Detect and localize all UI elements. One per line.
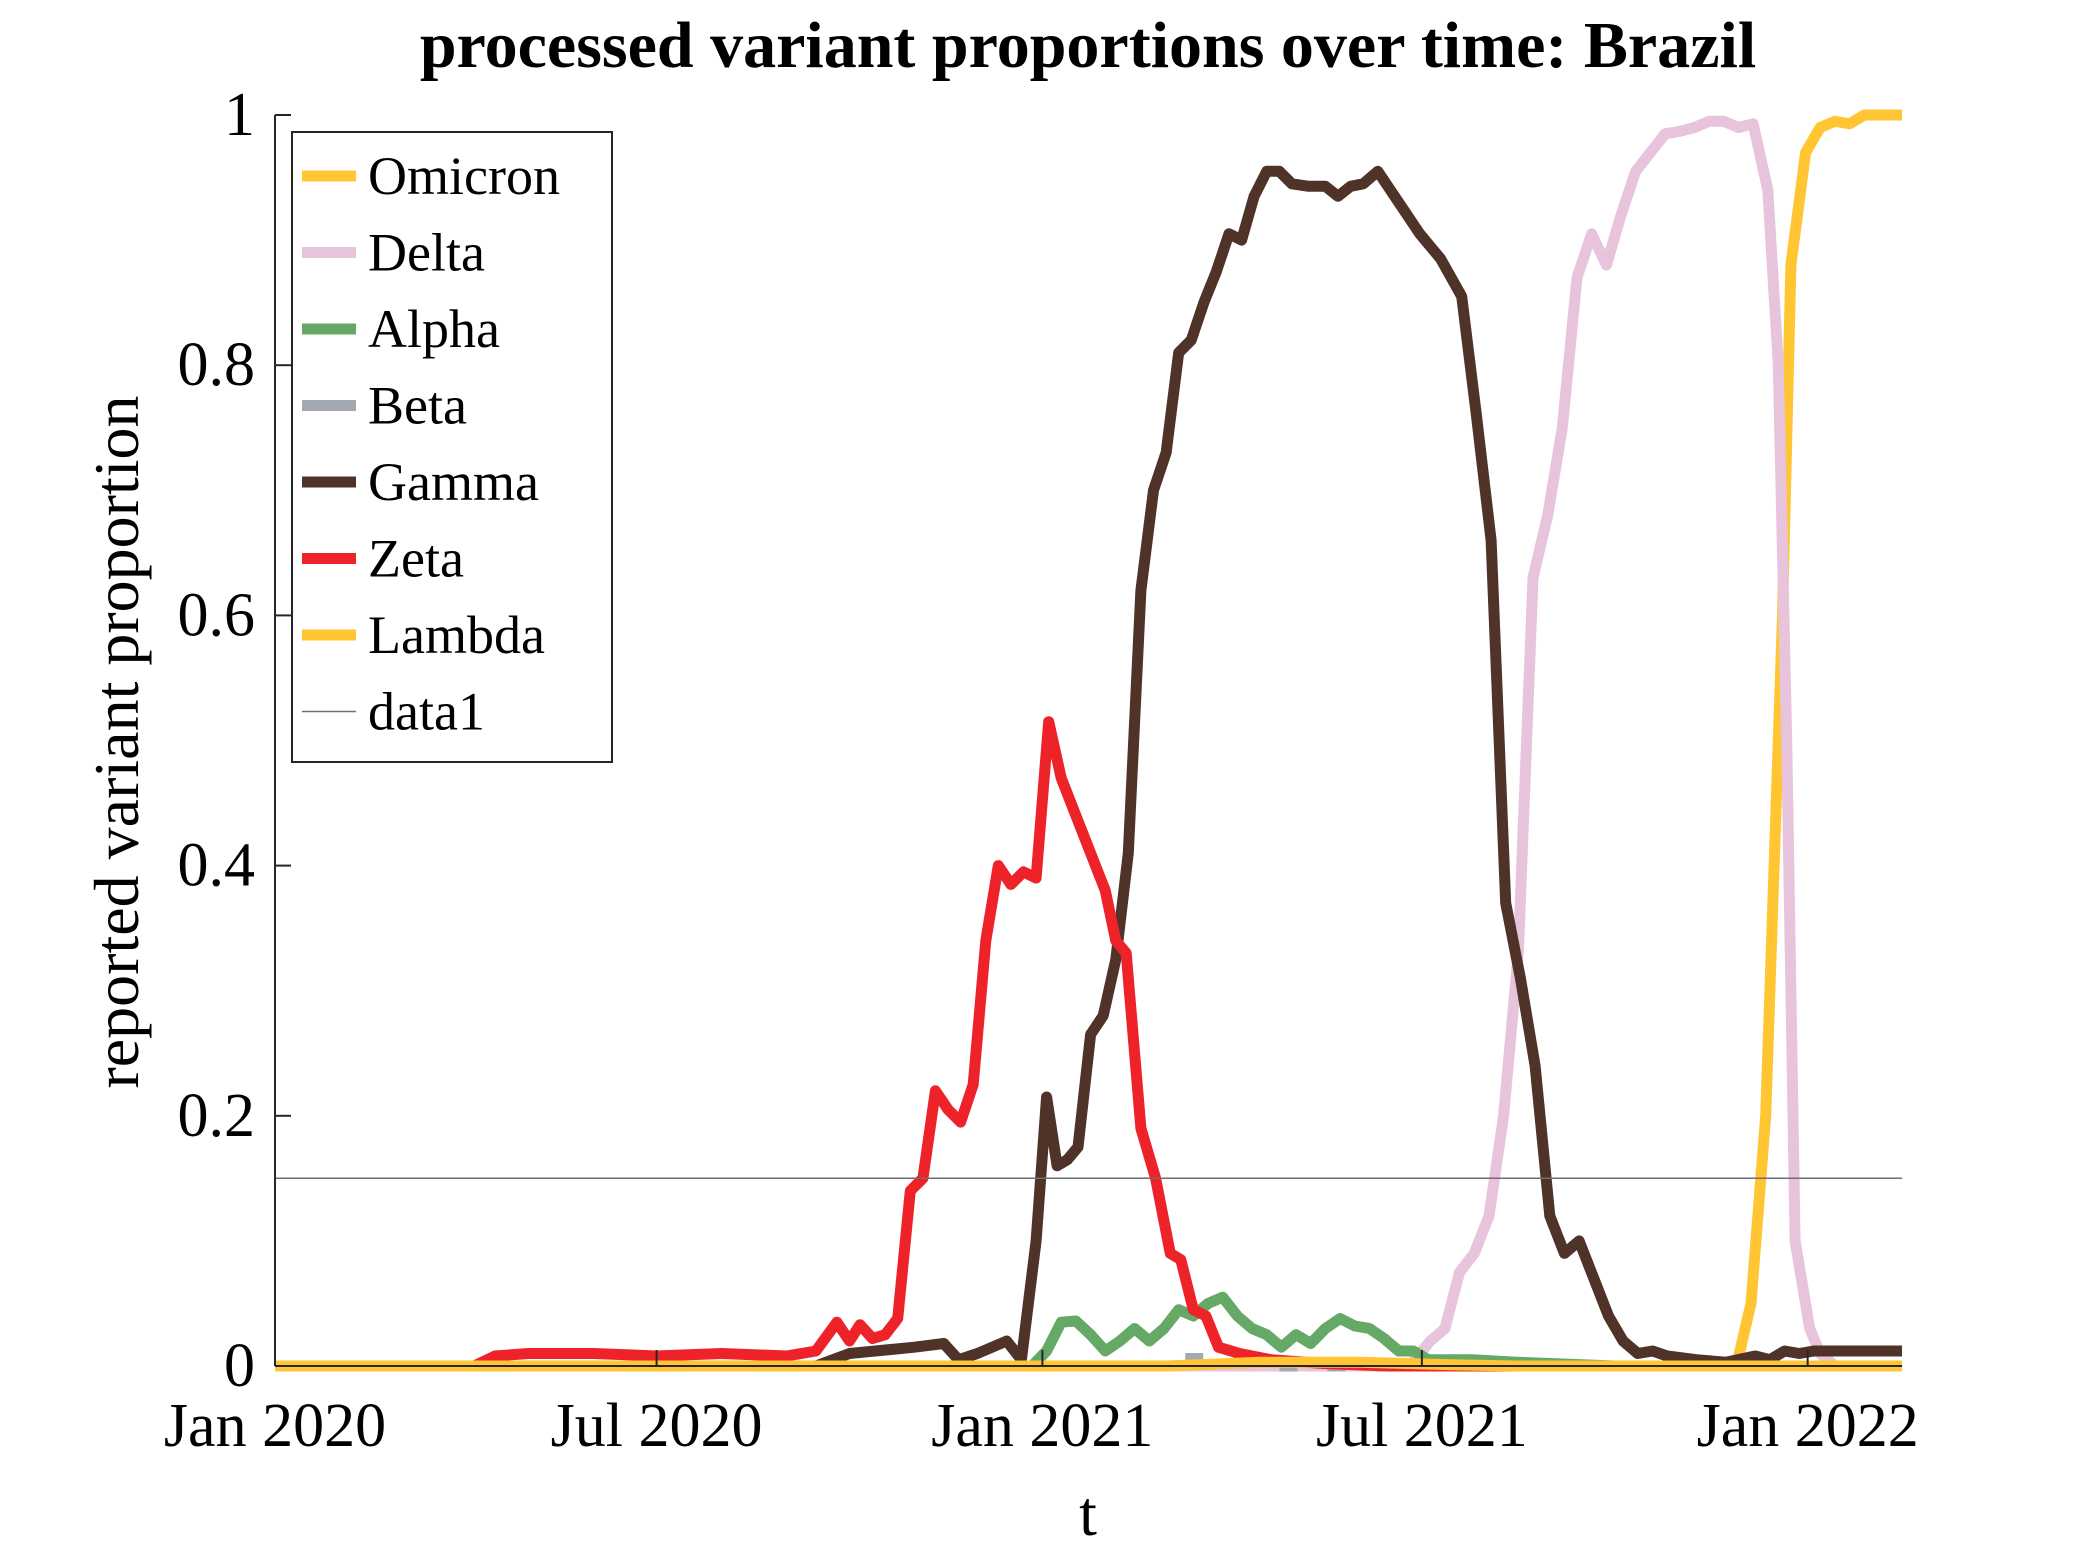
series-line-delta	[275, 115, 1902, 1372]
legend-label-alpha: Alpha	[368, 299, 500, 359]
y-axis-label: reported variant proportion	[81, 395, 152, 1088]
legend-label-data1: data1	[368, 682, 485, 742]
series-line-alpha	[275, 1291, 1902, 1372]
legend-label-lambda: Lambda	[368, 605, 545, 665]
x-tick-label: Jan 2022	[1697, 1392, 1919, 1460]
y-tick-label: 0.6	[178, 581, 256, 649]
y-tick-label: 0	[224, 1332, 255, 1400]
x-axis-label: t	[1079, 1478, 1097, 1546]
series-line-gamma	[275, 165, 1902, 1372]
y-tick-label: 0.4	[178, 832, 256, 900]
y-tick-label: 0.2	[178, 1082, 256, 1150]
chart-title: processed variant proportions over time:…	[420, 9, 1756, 82]
legend-label-delta: Delta	[368, 223, 485, 283]
x-tick-label: Jan 2021	[931, 1392, 1153, 1460]
axes	[274, 114, 1902, 1367]
legend: Omicron Delta Alpha Beta Gamma Zeta Lambda data…	[291, 131, 613, 763]
series-line-omicron	[275, 109, 1902, 1372]
legend-label-zeta: Zeta	[368, 529, 464, 589]
y-tick-labels: 0 0.2 0.4 0.6 0.8 1	[178, 81, 256, 1400]
y-tick-label: 0.8	[178, 331, 256, 399]
x-tick-label: Jul 2020	[551, 1392, 763, 1460]
plot-area	[274, 109, 1902, 1372]
y-tick-label: 1	[224, 81, 255, 149]
legend-label-omicron: Omicron	[368, 146, 560, 206]
x-tick-labels: Jan 2020 Jul 2020 Jan 2021 Jul 2021 Jan 2022	[164, 1392, 1919, 1460]
legend-label-gamma: Gamma	[368, 452, 539, 512]
x-tick-label: Jan 2020	[164, 1392, 386, 1460]
legend-box	[291, 131, 613, 763]
x-tick-label: Jul 2021	[1316, 1392, 1528, 1460]
series-line-zeta	[275, 716, 1902, 1372]
legend-label-beta: Beta	[368, 376, 467, 436]
